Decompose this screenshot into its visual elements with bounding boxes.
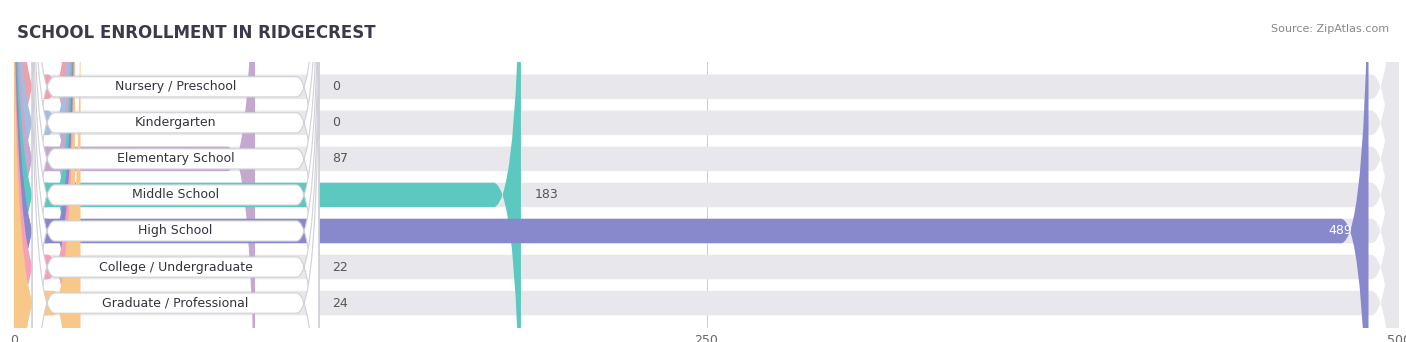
FancyBboxPatch shape (14, 0, 80, 342)
FancyBboxPatch shape (14, 0, 1368, 342)
Text: 87: 87 (333, 153, 349, 166)
Text: Source: ZipAtlas.com: Source: ZipAtlas.com (1271, 24, 1389, 34)
Text: 0: 0 (333, 116, 340, 129)
FancyBboxPatch shape (14, 0, 1399, 342)
FancyBboxPatch shape (32, 0, 319, 342)
FancyBboxPatch shape (14, 0, 75, 342)
FancyBboxPatch shape (32, 0, 319, 342)
Text: College / Undergraduate: College / Undergraduate (98, 261, 253, 274)
FancyBboxPatch shape (14, 0, 1399, 342)
FancyBboxPatch shape (14, 0, 1399, 342)
FancyBboxPatch shape (14, 0, 75, 342)
FancyBboxPatch shape (14, 0, 1399, 342)
FancyBboxPatch shape (14, 0, 75, 342)
Text: 183: 183 (534, 188, 558, 201)
FancyBboxPatch shape (32, 0, 319, 342)
FancyBboxPatch shape (14, 0, 75, 342)
FancyBboxPatch shape (14, 0, 1399, 342)
FancyBboxPatch shape (14, 0, 75, 342)
FancyBboxPatch shape (32, 0, 319, 342)
Text: Nursery / Preschool: Nursery / Preschool (115, 80, 236, 93)
FancyBboxPatch shape (14, 0, 75, 342)
FancyBboxPatch shape (14, 0, 254, 342)
FancyBboxPatch shape (14, 0, 75, 342)
FancyBboxPatch shape (14, 0, 522, 342)
FancyBboxPatch shape (14, 0, 1399, 342)
Text: Graduate / Professional: Graduate / Professional (103, 297, 249, 310)
Text: Elementary School: Elementary School (117, 153, 235, 166)
Text: Kindergarten: Kindergarten (135, 116, 217, 129)
Text: 22: 22 (333, 261, 349, 274)
FancyBboxPatch shape (32, 25, 319, 342)
FancyBboxPatch shape (14, 0, 75, 342)
Text: 0: 0 (333, 80, 340, 93)
FancyBboxPatch shape (32, 0, 319, 342)
Text: Middle School: Middle School (132, 188, 219, 201)
FancyBboxPatch shape (14, 0, 1399, 342)
Text: SCHOOL ENROLLMENT IN RIDGECREST: SCHOOL ENROLLMENT IN RIDGECREST (17, 24, 375, 42)
Text: 489: 489 (1329, 224, 1353, 237)
FancyBboxPatch shape (32, 0, 319, 342)
Text: 24: 24 (333, 297, 349, 310)
Text: High School: High School (138, 224, 212, 237)
